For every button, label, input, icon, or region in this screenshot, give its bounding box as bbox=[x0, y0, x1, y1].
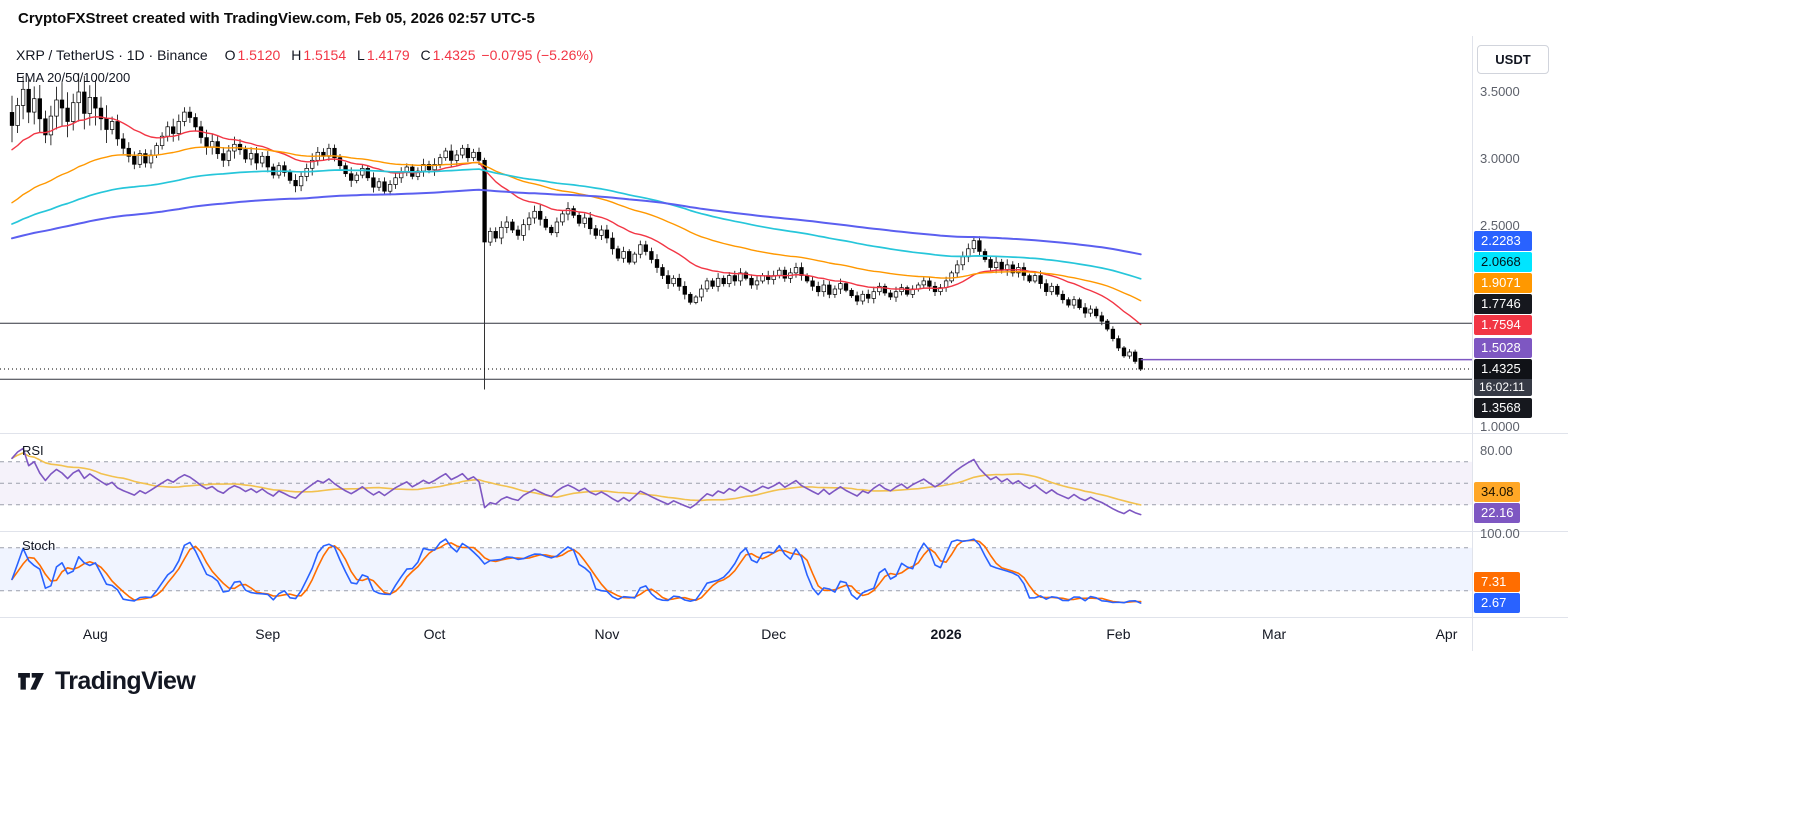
brand-name: TradingView bbox=[55, 666, 196, 695]
price-tag-ema200: 2.2283 bbox=[1474, 231, 1532, 252]
time-axis-label-Apr: Apr bbox=[1435, 626, 1458, 642]
change-value: −0.0795 (−5.26%) bbox=[481, 47, 594, 63]
price-tag-ray-15028: 1.5028 bbox=[1474, 338, 1532, 359]
time-axis-separator bbox=[0, 617, 1568, 618]
symbol-title[interactable]: XRP / TetherUS · 1D · Binance bbox=[16, 47, 208, 63]
time-axis-label-Mar: Mar bbox=[1262, 626, 1287, 642]
price-axis-tick: 3.5000 bbox=[1480, 84, 1520, 99]
price-axis-tick: 100.00 bbox=[1480, 525, 1520, 541]
pane-separator-rsi-stoch[interactable] bbox=[0, 531, 1568, 532]
time-axis-label-2026: 2026 bbox=[930, 626, 962, 642]
tradingview-footer-logo[interactable]: TradingView bbox=[16, 666, 196, 696]
time-axis-label-Aug: Aug bbox=[82, 626, 108, 642]
price-axis-tick: 80.00 bbox=[1480, 443, 1513, 458]
pane-separator-main-rsi[interactable] bbox=[0, 433, 1568, 434]
low-label: L bbox=[357, 47, 365, 63]
time-axis[interactable]: Aug Sep Oct Nov Dec 2026 Feb Mar Apr bbox=[0, 618, 1568, 651]
price-tag-rsi: 22.16 bbox=[1474, 503, 1520, 524]
price-tag-ema20: 1.7594 bbox=[1474, 315, 1532, 336]
price-tag-stoch-k: 2.67 bbox=[1474, 593, 1520, 614]
price-tag-stoch-d: 7.31 bbox=[1474, 572, 1520, 593]
time-axis-label-Dec: Dec bbox=[761, 626, 787, 642]
current-price-tag: 1.4325 16:02:11 bbox=[1474, 359, 1532, 397]
time-axis-label-Feb: Feb bbox=[1106, 626, 1131, 642]
price-axis[interactable]: 3.5000 3.0000 2.5000 1.0000 80.00 100.00 1.502… bbox=[1473, 36, 1568, 618]
close-value: 1.4325 bbox=[432, 47, 476, 63]
rsi-pane-label[interactable]: RSI bbox=[22, 443, 44, 458]
chart-canvas[interactable] bbox=[0, 36, 1472, 618]
price-tag-level-17746: 1.7746 bbox=[1474, 294, 1532, 315]
price-tag-ema50: 1.9071 bbox=[1474, 273, 1532, 294]
price-axis-separator bbox=[1472, 36, 1473, 651]
stoch-pane-label[interactable]: Stoch bbox=[22, 538, 56, 553]
price-axis-tick: 1.0000 bbox=[1480, 419, 1520, 434]
bar-close-countdown: 16:02:11 bbox=[1474, 379, 1532, 397]
high-value: 1.5154 bbox=[303, 47, 347, 63]
close-label: C bbox=[420, 47, 431, 63]
time-axis-label-Sep: Sep bbox=[255, 626, 281, 642]
low-value: 1.4179 bbox=[366, 47, 410, 63]
tradingview-logo-icon bbox=[18, 672, 44, 690]
open-value: 1.5120 bbox=[237, 47, 281, 63]
current-price-value: 1.4325 bbox=[1474, 359, 1532, 380]
price-axis-tick: 3.0000 bbox=[1480, 151, 1520, 166]
ema-indicator-legend[interactable]: EMA 20/50/100/200 bbox=[16, 70, 131, 85]
time-axis-label-Oct: Oct bbox=[423, 626, 446, 642]
price-tag-ema100: 2.0668 bbox=[1474, 252, 1532, 273]
price-axis-tick: 2.5000 bbox=[1480, 218, 1520, 233]
attribution-text: CryptoFXStreet created with TradingView.… bbox=[18, 10, 535, 27]
price-tag-rsi-ma: 34.08 bbox=[1474, 482, 1520, 503]
time-axis-label-Nov: Nov bbox=[594, 626, 620, 642]
currency-toggle-button[interactable]: USDT bbox=[1477, 45, 1549, 74]
open-label: O bbox=[224, 47, 236, 63]
price-tag-level-13568: 1.3568 bbox=[1474, 398, 1532, 419]
high-label: H bbox=[291, 47, 302, 63]
